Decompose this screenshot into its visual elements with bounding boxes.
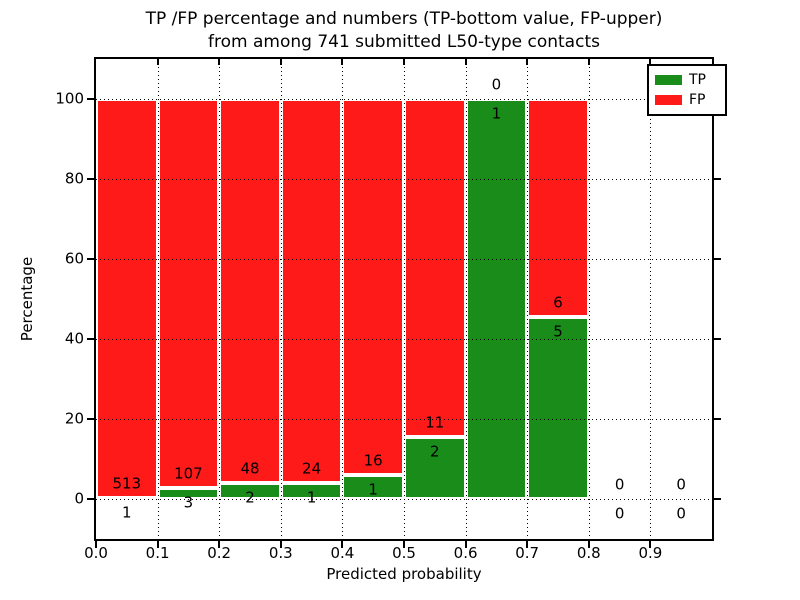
x-tick-label: 0.2 xyxy=(207,544,232,562)
x-tick-bottom xyxy=(341,541,344,548)
y-tick-left xyxy=(87,258,94,260)
x-tick-top xyxy=(279,59,282,65)
x-tick-bottom xyxy=(156,541,159,548)
x-tick-bottom xyxy=(403,541,405,548)
x-tick-top xyxy=(587,59,590,65)
chart-title: TP /FP percentage and numbers (TP-bottom… xyxy=(96,8,712,54)
x-gridline xyxy=(157,59,159,539)
tp-count-label: 1 xyxy=(368,480,378,499)
y-tick-right xyxy=(714,338,721,340)
tp-count-label: 3 xyxy=(183,493,194,512)
y-tick-left xyxy=(87,178,94,180)
x-axis-label: Predicted probability xyxy=(326,565,482,583)
y-tick-label: 60 xyxy=(64,249,84,268)
y-axis-label: Percentage xyxy=(18,256,36,342)
x-tick-label: 0.5 xyxy=(392,544,416,562)
x-gridline xyxy=(342,59,344,539)
x-tick-bottom xyxy=(95,541,97,548)
y-tick-label: 40 xyxy=(64,329,84,348)
tp-count-label: 2 xyxy=(430,442,440,461)
x-tick-label: 0.4 xyxy=(330,544,355,562)
y-tick-right xyxy=(714,178,721,180)
chart-title-line2: from among 741 submitted L50-type contac… xyxy=(208,32,600,52)
fp-count-label: 0 xyxy=(614,475,625,494)
x-tick-top xyxy=(156,59,159,65)
bar-labels-layer: 513 1 107 3 48 2 24 1 16 1 11 2 0 1 6 5 0 0 0 0 xyxy=(96,59,712,539)
legend-label-fp: FP xyxy=(689,91,706,108)
x-gridline xyxy=(404,59,405,539)
x-gridline xyxy=(280,59,282,539)
legend-row: FP xyxy=(655,93,719,107)
legend: TP FP xyxy=(647,64,727,116)
x-tick-label: 0.8 xyxy=(576,544,601,562)
y-tick-label: 0 xyxy=(74,489,84,508)
x-tick-bottom xyxy=(526,541,529,548)
plot-area: 513 1 107 3 48 2 24 1 16 1 11 2 0 1 6 5 0 0 0 0 0 20 40 60 80 10… xyxy=(55,57,721,561)
y-tick-right xyxy=(714,418,721,420)
x-tick-top xyxy=(341,59,344,65)
x-tick-top xyxy=(464,59,467,65)
tp-count-label: 0 xyxy=(676,504,686,523)
fp-count-label: 6 xyxy=(553,293,563,312)
x-tick-top xyxy=(649,59,652,65)
y-tick-left xyxy=(87,338,94,340)
x-tick-bottom xyxy=(464,541,467,548)
y-tick-label: 100 xyxy=(55,89,84,108)
fp-count-label: 24 xyxy=(302,459,322,478)
x-tick-bottom xyxy=(279,541,282,548)
fp-count-label: 48 xyxy=(240,459,260,478)
y-tick-right xyxy=(714,498,721,500)
x-tick-bottom xyxy=(649,541,652,548)
x-tick-label: 0.7 xyxy=(515,544,540,562)
fp-count-label: 0 xyxy=(491,75,502,94)
y-tick-right xyxy=(714,258,721,260)
legend-row: TP xyxy=(655,73,719,87)
x-tick-bottom xyxy=(587,541,590,548)
y-tick-label: 20 xyxy=(64,409,84,428)
tp-count-label: 1 xyxy=(491,104,502,123)
x-tick-top xyxy=(403,59,405,65)
y-tick-left xyxy=(87,498,94,500)
tp-count-label: 1 xyxy=(122,503,132,522)
ticks-layer: 0 20 40 60 80 100 0.0 0.1 0.2 0.3 0.4 0.5 0.6 0.7 0.8 0… xyxy=(55,59,721,561)
y-tick-label: 80 xyxy=(64,169,84,188)
tp-count-label: 0 xyxy=(614,504,625,523)
x-tick-bottom xyxy=(218,541,221,548)
fp-count-label: 513 xyxy=(112,474,142,493)
x-gridline xyxy=(588,59,590,539)
x-gridline xyxy=(219,59,221,539)
fp-count-label: 16 xyxy=(363,451,383,470)
x-gridline xyxy=(465,59,467,539)
bar-segment-fp xyxy=(96,99,158,499)
fp-count-label: 107 xyxy=(174,464,203,483)
gridlines-layer xyxy=(96,59,712,539)
x-tick-label: 0.6 xyxy=(453,544,478,562)
tp-count-label: 5 xyxy=(553,322,563,341)
x-tick-label: 0.0 xyxy=(84,544,108,562)
bar-segment-fp xyxy=(342,99,404,476)
x-tick-top xyxy=(526,59,529,65)
x-tick-top xyxy=(218,59,221,65)
tp-count-label: 1 xyxy=(306,488,317,507)
y-tick-left xyxy=(87,98,94,100)
x-gridline xyxy=(650,59,652,539)
x-gridline xyxy=(527,59,529,539)
chart-title-line1: TP /FP percentage and numbers (TP-bottom… xyxy=(145,9,663,29)
fp-count-label: 0 xyxy=(676,475,686,494)
fp-count-label: 11 xyxy=(425,413,445,432)
x-tick-label: 0.3 xyxy=(268,544,293,562)
x-tick-label: 0.1 xyxy=(145,544,170,562)
legend-swatch-fp xyxy=(655,94,682,105)
tp-count-label: 2 xyxy=(245,488,255,507)
legend-swatch-tp xyxy=(655,75,682,86)
x-tick-label: 0.9 xyxy=(638,544,663,562)
y-tick-left xyxy=(87,418,94,420)
legend-label-tp: TP xyxy=(689,72,706,89)
